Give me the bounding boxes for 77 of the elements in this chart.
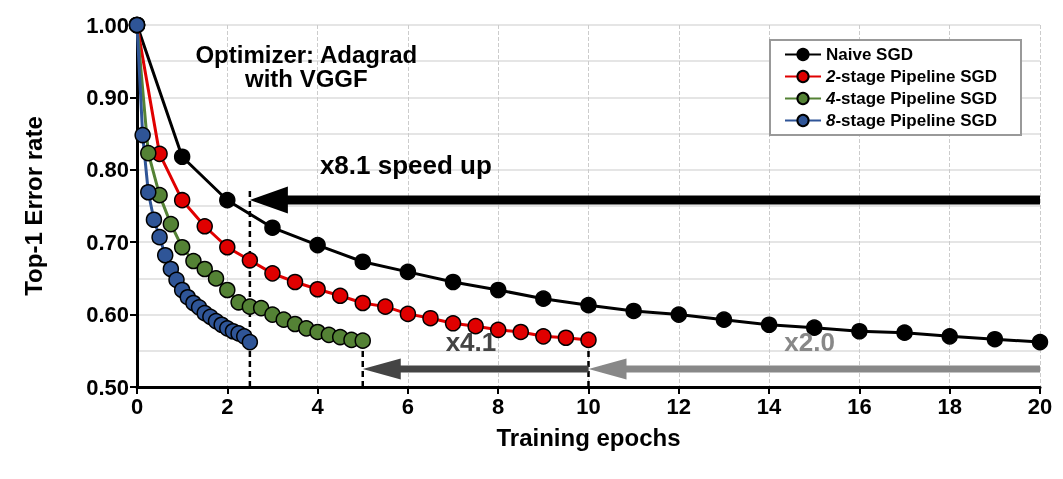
point: [941, 328, 958, 345]
point: [422, 309, 439, 327]
point: [185, 252, 202, 270]
annotation: x2.0: [784, 327, 835, 357]
point: [156, 246, 174, 264]
point: [173, 148, 191, 166]
point: [512, 323, 530, 341]
legend-label: 8-stage Pipeline SGD: [826, 111, 998, 130]
point: [444, 315, 462, 332]
point: [309, 281, 326, 298]
point: [219, 239, 236, 256]
x-tick-label: 0: [130, 393, 144, 419]
point: [207, 270, 225, 287]
x-tick-label: 10: [576, 393, 601, 419]
point: [145, 211, 163, 228]
point: [535, 328, 552, 345]
point: [196, 218, 213, 235]
point: [580, 331, 597, 349]
y-tick-label: 1.00: [86, 12, 129, 38]
x-tick-label: 2: [221, 393, 234, 419]
point: [535, 290, 552, 307]
point: [309, 236, 326, 254]
point: [162, 215, 180, 233]
legend-label: Naive SGD: [826, 45, 913, 64]
point: [173, 191, 191, 209]
point: [399, 263, 417, 281]
point: [377, 298, 394, 315]
x-tick-label: 8: [492, 393, 505, 419]
point: [557, 329, 575, 347]
point: [134, 126, 151, 144]
point: [264, 265, 281, 282]
x-tick-label: 14: [756, 393, 783, 419]
x-axis-title: Training epochs: [496, 423, 681, 451]
point: [444, 273, 462, 291]
point: [1031, 333, 1049, 351]
point: [151, 228, 168, 246]
point: [241, 252, 259, 269]
point: [625, 302, 642, 320]
y-tick-label: 0.90: [86, 84, 129, 110]
point: [580, 296, 597, 314]
x-tick-label: 6: [401, 393, 415, 419]
x-tick-label: 12: [666, 393, 692, 419]
point: [354, 253, 371, 270]
y-tick-label: 0.70: [86, 229, 129, 255]
point: [354, 332, 371, 349]
x-tick-label: 4: [311, 393, 325, 419]
point: [896, 324, 913, 341]
point: [219, 191, 236, 209]
point: [354, 294, 371, 312]
point: [264, 219, 281, 236]
point: [986, 330, 1004, 348]
x-tick-label: 18: [937, 393, 962, 419]
point: [140, 184, 157, 201]
y-tick-label: 0.80: [86, 157, 129, 183]
point: [670, 306, 688, 323]
y-tick-label: 0.60: [86, 302, 129, 328]
annotation: Optimizer: Adagrad with VGGF: [195, 40, 418, 92]
point: [851, 323, 868, 340]
annotation: x8.1 speed up: [319, 150, 492, 180]
point: [241, 333, 259, 351]
point: [489, 281, 507, 299]
point: [173, 239, 191, 256]
y-tick-label: 0.50: [86, 374, 129, 400]
legend-label: 4-stage Pipeline SGD: [825, 89, 998, 108]
x-tick-label: 20: [1027, 393, 1053, 419]
point: [760, 316, 778, 333]
point: [331, 287, 349, 305]
point: [219, 281, 236, 299]
y-axis-title: Top-1 Error rate: [19, 116, 47, 296]
point: [140, 144, 157, 162]
legend-label: 2-stage Pipeline SGD: [825, 67, 998, 86]
point: [715, 311, 733, 328]
x-tick-label: 16: [847, 393, 872, 419]
point: [399, 305, 417, 323]
point: [196, 260, 213, 278]
annotation: x4.1: [445, 327, 497, 357]
point: [286, 273, 304, 291]
